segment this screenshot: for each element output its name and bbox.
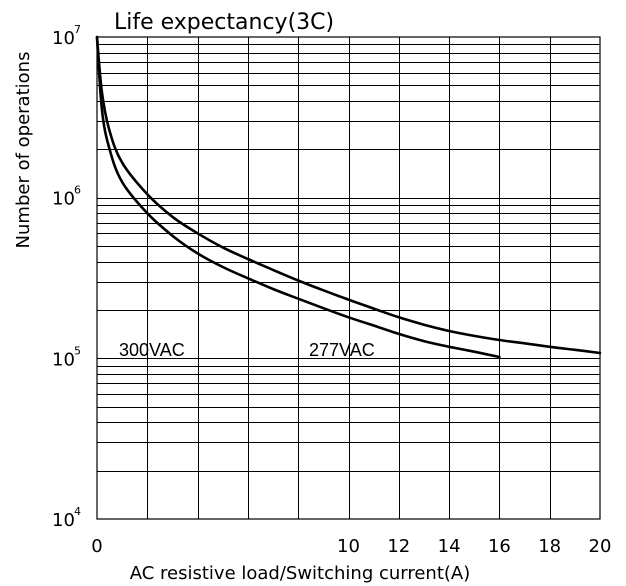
y-tick-label: 10: [52, 349, 75, 370]
y-tick-label: 10: [52, 189, 75, 210]
chart-series: [95, 35, 602, 359]
y-tick-label: 10: [52, 28, 75, 49]
y-axis-label: Number of operations: [13, 52, 34, 249]
plot-frame: [96, 36, 601, 520]
x-tick-label: 18: [538, 536, 561, 557]
x-tick-label: 16: [488, 536, 511, 557]
x-tick-label: 14: [438, 536, 461, 557]
series-line-277vac: [95, 35, 602, 355]
x-tick-label: 20: [589, 536, 612, 557]
y-tick-label: 10: [52, 510, 75, 531]
x-tick-labels: 0 10 12 14 16 18 20: [91, 536, 611, 557]
y-tick-exponent: 5: [74, 344, 81, 357]
y-tick-exponent: 7: [74, 23, 81, 36]
chart-title: Life expectancy(3C): [114, 10, 334, 35]
x-tick-label: 10: [337, 536, 360, 557]
x-axis-label: AC resistive load/Switching current(A): [130, 563, 471, 584]
chart-grid: [97, 37, 600, 519]
series-labels: 300VAC 277VAC: [119, 340, 375, 360]
y-tick-exponent: 4: [74, 505, 81, 518]
x-tick-label: 0: [91, 536, 102, 557]
series-label-300vac: 300VAC: [119, 340, 185, 360]
series-line-300vac: [95, 35, 501, 359]
series-label-277vac: 277VAC: [309, 340, 375, 360]
x-tick-label: 12: [387, 536, 410, 557]
y-tick-exponent: 6: [74, 184, 81, 197]
